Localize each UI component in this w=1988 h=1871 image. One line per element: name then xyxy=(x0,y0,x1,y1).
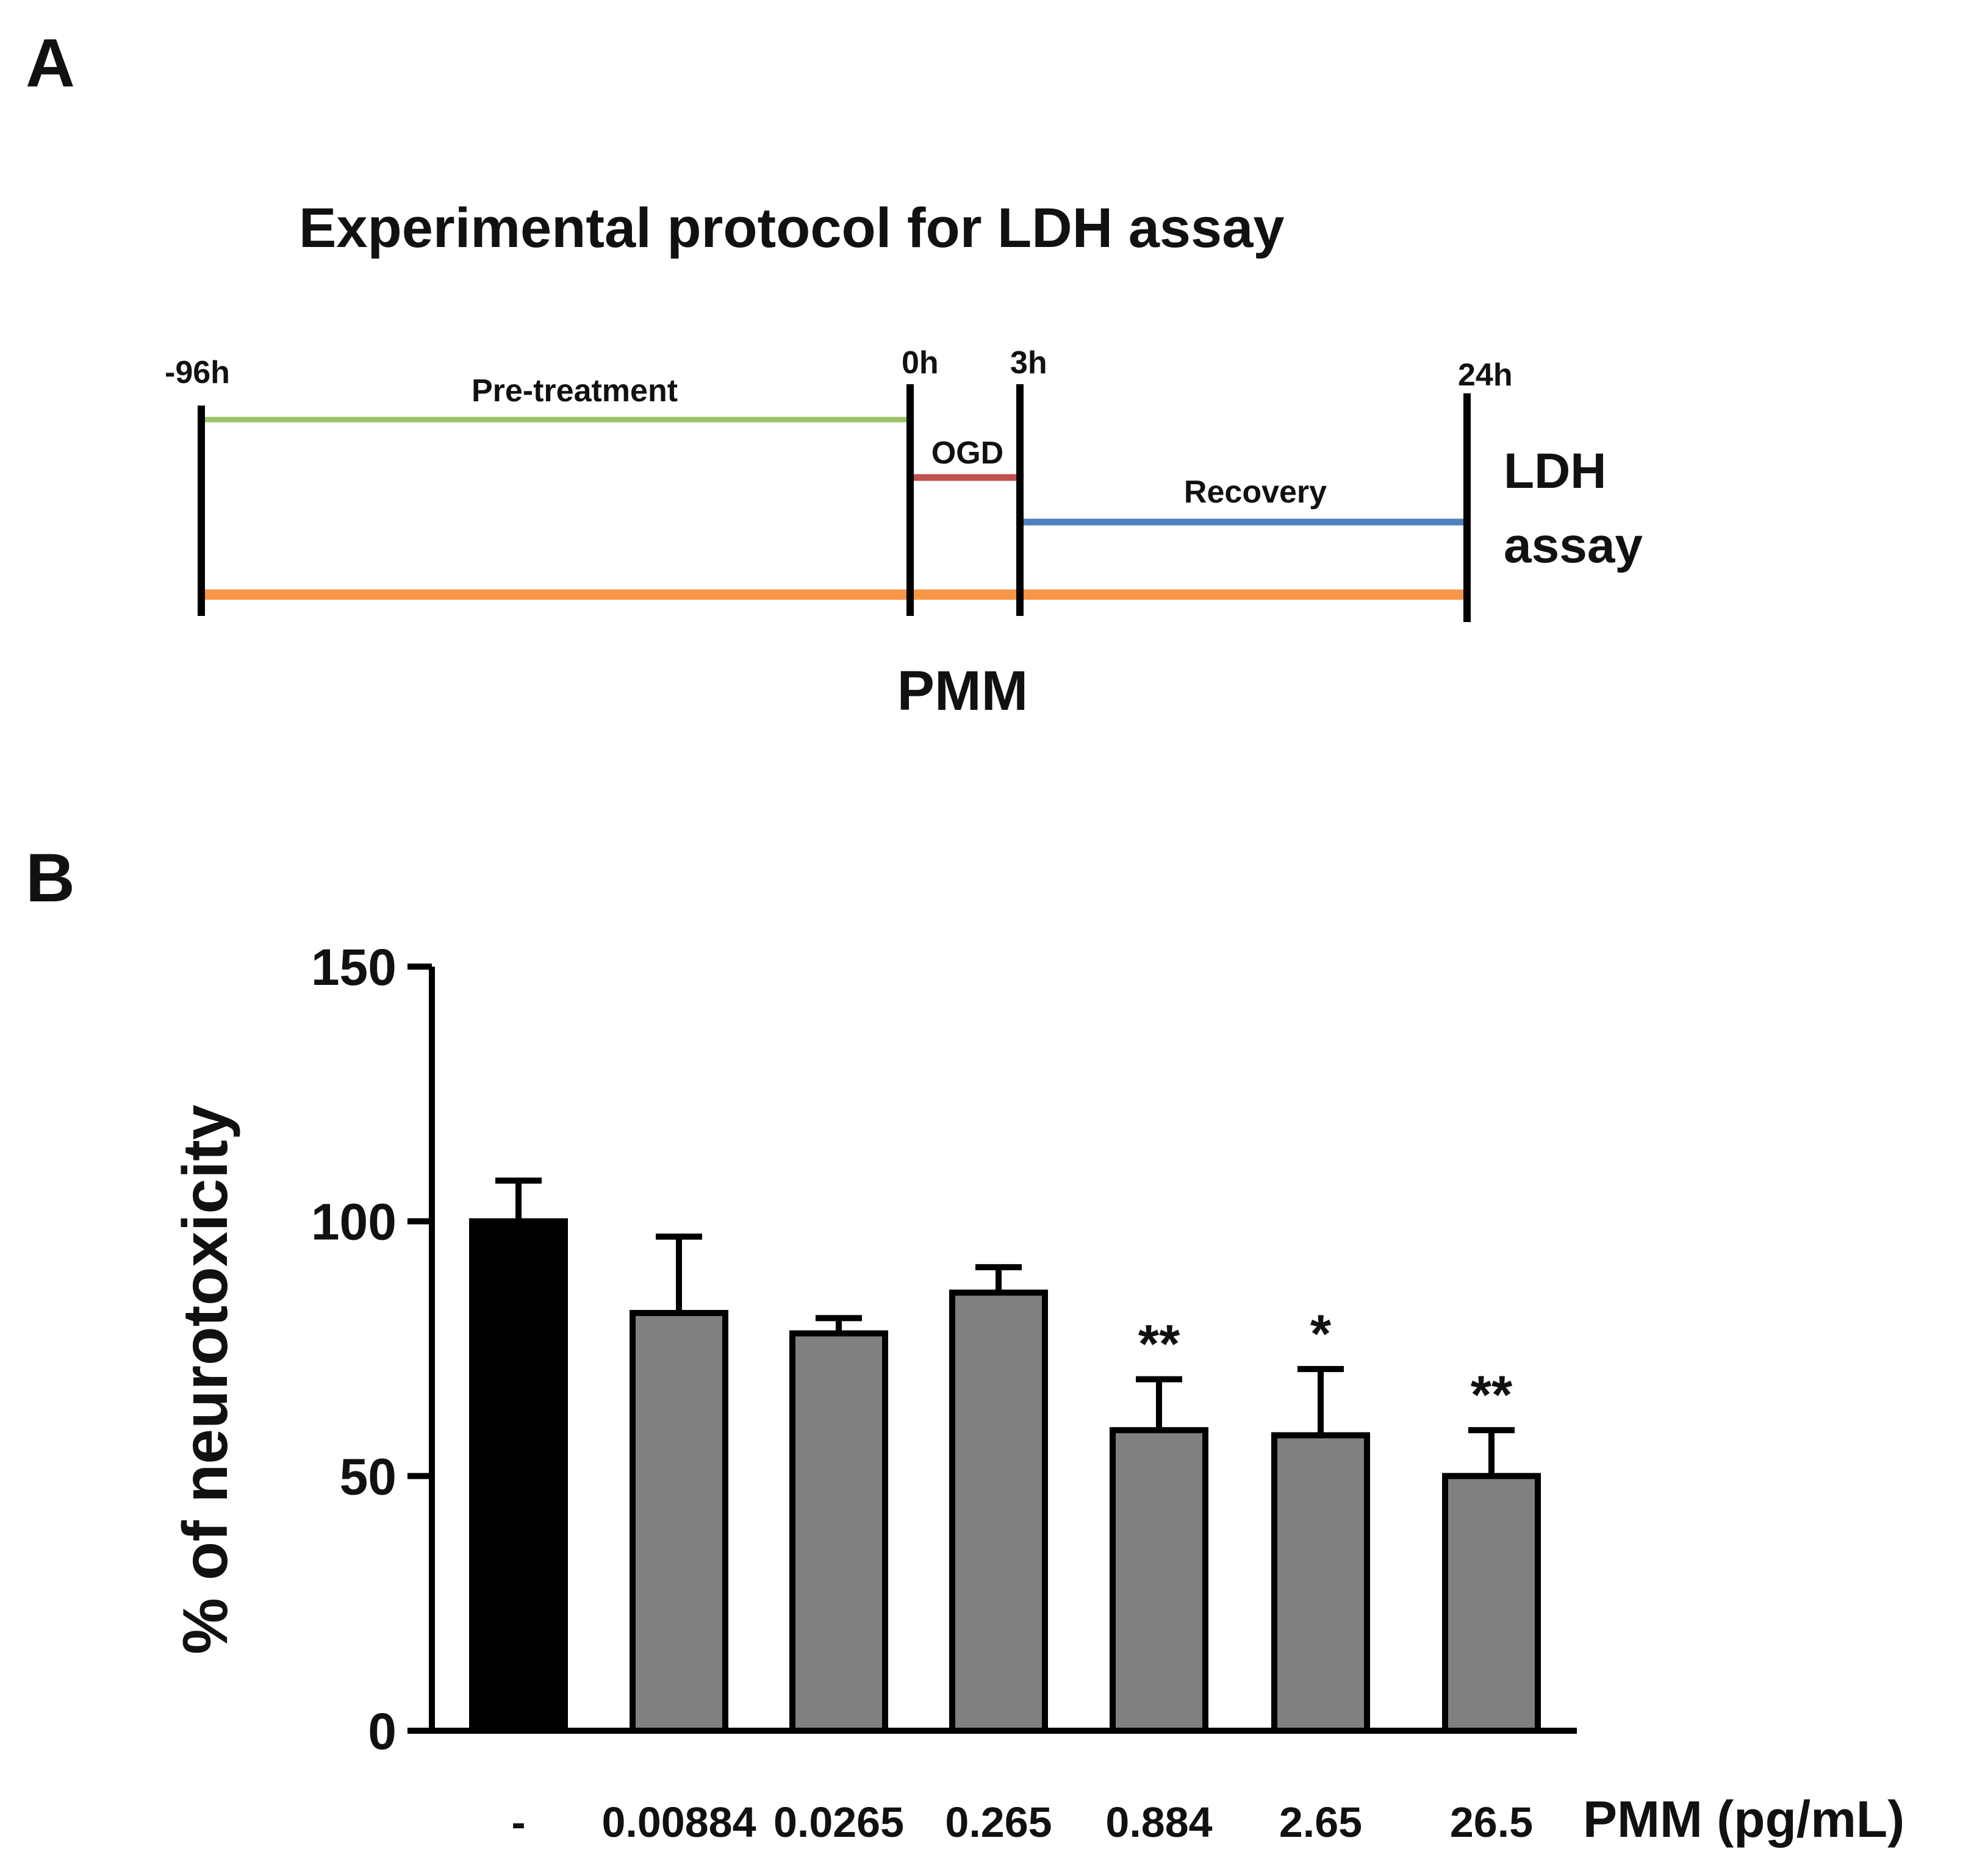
y-tick-label: 50 xyxy=(340,1448,397,1505)
error-bars-layer xyxy=(495,1177,1515,1476)
ldh-assay-label-line2: assay xyxy=(1504,518,1643,573)
x-tick-label: 0.0265 xyxy=(773,1798,904,1846)
bar xyxy=(1271,1432,1370,1734)
x-tick-label: 2.65 xyxy=(1279,1798,1362,1846)
bar xyxy=(1442,1473,1541,1734)
timepoint-label: -96h xyxy=(165,355,230,390)
significance-marker: ** xyxy=(1138,1314,1180,1374)
recovery-label: Recovery xyxy=(1184,474,1327,510)
x-tick-label: 0.265 xyxy=(945,1798,1052,1846)
bar xyxy=(469,1218,568,1734)
x-tick-label: 0.00884 xyxy=(601,1798,756,1846)
axes-layer xyxy=(407,964,1577,1734)
pmm-label: PMM xyxy=(897,660,1028,722)
significance-marker: * xyxy=(1310,1303,1332,1364)
panel-b-label: B xyxy=(26,840,75,916)
x-axis-title: PMM (pg/mL) xyxy=(1583,1791,1904,1848)
timepoint-label: 24h xyxy=(1458,357,1513,393)
axis-labels-layer: - 0.00884 0.0265 0.265 ** 0.884 * 2.65 ** 26.5 0 50… xyxy=(311,939,1533,1846)
y-tick-label: 150 xyxy=(311,939,397,996)
timepoint-label: 3h xyxy=(1010,345,1047,381)
panel-a: A Experimental protocol for LDH assay -9… xyxy=(26,25,1643,722)
panel-b: B % of neurotoxicity - 0.00884 0.0265 0.265… xyxy=(26,840,1904,1848)
bar xyxy=(1110,1427,1208,1734)
protocol-title: Experimental protocol for LDH assay xyxy=(299,197,1285,259)
significance-marker: ** xyxy=(1471,1364,1513,1425)
bars-layer xyxy=(469,1218,1541,1734)
panel-a-label: A xyxy=(26,25,75,101)
ogd-label: OGD xyxy=(931,435,1003,471)
bar xyxy=(789,1330,888,1734)
y-tick-label: 0 xyxy=(368,1703,397,1760)
x-tick-label: - xyxy=(511,1798,525,1846)
bar xyxy=(630,1310,728,1734)
x-tick-label: 26.5 xyxy=(1450,1798,1533,1846)
ldh-assay-label-line1: LDH xyxy=(1504,443,1607,499)
bar xyxy=(949,1289,1048,1734)
x-tick-label: 0.884 xyxy=(1105,1798,1212,1846)
y-axis-title: % of neurotoxicity xyxy=(170,1104,241,1655)
pretreatment-label: Pre-treatment xyxy=(472,373,678,409)
timepoint-label: 0h xyxy=(902,345,939,381)
y-tick-label: 100 xyxy=(311,1193,397,1251)
